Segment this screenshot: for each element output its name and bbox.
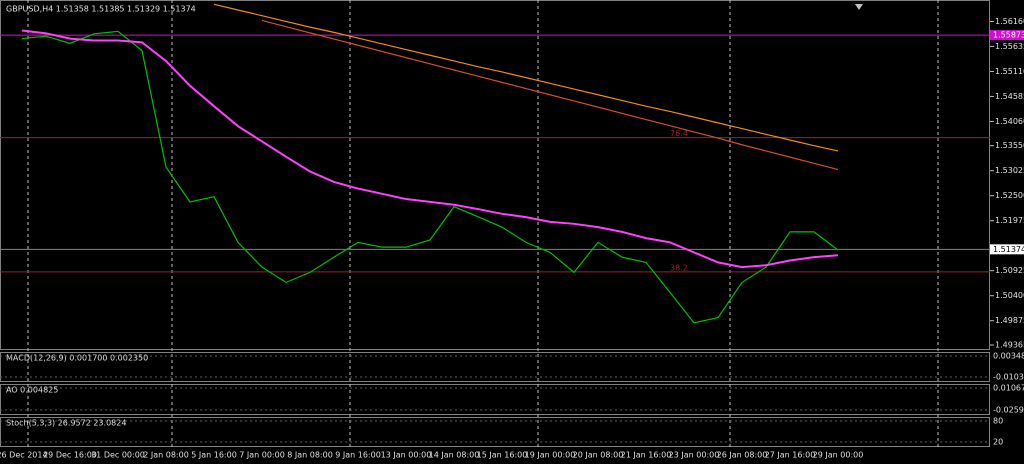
level-label: 38.2 xyxy=(670,263,688,272)
y-tick-label: 1.49365 xyxy=(995,341,1024,350)
indicator-tick: -0.01031 xyxy=(993,373,1024,382)
indicator-tick: 80 xyxy=(993,417,1003,426)
chart-title: GBPUSD,H4 1.51358 1.51385 1.51329 1.5137… xyxy=(6,5,196,14)
x-tick-label: 26 Jan 08:00 xyxy=(717,451,768,460)
y-tick-label: 1.50400 xyxy=(995,291,1024,300)
x-tick-label: 26 Dec 2014 xyxy=(0,451,48,460)
y-tick-label: 1.51975 xyxy=(995,216,1024,225)
indicator-tick: 0.003483 xyxy=(993,352,1024,361)
y-tick-label: 1.54585 xyxy=(995,92,1024,101)
x-tick-label: 5 Jan 16:00 xyxy=(191,451,237,460)
x-tick-label: 2 Jan 08:00 xyxy=(143,451,189,460)
x-tick-label: 15 Jan 16:00 xyxy=(477,451,528,460)
last-price-box xyxy=(990,244,1024,255)
x-tick-label: 14 Jan 08:00 xyxy=(429,451,480,460)
y-tick-label: 1.50925 xyxy=(995,266,1024,275)
menu-arrow[interactable] xyxy=(855,4,863,10)
main-panel xyxy=(0,0,990,350)
x-tick-label: 29 Dec 16:00 xyxy=(43,451,97,460)
x-tick-label: 21 Jan 16:00 xyxy=(621,451,672,460)
indicator-tick: 20 xyxy=(993,438,1003,447)
x-tick-label: 7 Jan 00:00 xyxy=(239,451,285,460)
x-tick-label: 8 Jan 08:00 xyxy=(287,451,333,460)
y-tick-label: 1.55635 xyxy=(995,42,1024,51)
y-tick-label: 1.54060 xyxy=(995,117,1024,126)
x-tick-label: 29 Jan 00:00 xyxy=(813,451,864,460)
stoch-panel xyxy=(0,417,990,447)
separators xyxy=(27,0,939,447)
series-line xyxy=(21,30,839,324)
series-line xyxy=(21,29,839,269)
x-tick-label: 27 Jan 16:00 xyxy=(765,451,816,460)
indicator-tick: -0.02594 xyxy=(993,406,1024,415)
level-box xyxy=(990,30,1024,41)
last-price-label: 1.51374 xyxy=(993,245,1024,254)
indicator-tick: 0.010677 xyxy=(993,384,1024,393)
x-tick-label: 19 Jan 00:00 xyxy=(525,451,576,460)
x-tick-label: 31 Dec 00:00 xyxy=(91,451,145,460)
y-tick-label: 1.53025 xyxy=(995,166,1024,175)
indicator-label: Stoch(5,3,3) 26.9572 23.0824 xyxy=(6,419,126,428)
indicator-label: MACD(12,26,9) 0.001700 0.002350 xyxy=(6,354,148,363)
series-line xyxy=(261,19,839,171)
level-label: 76.4 xyxy=(670,129,688,138)
y-tick-label: 1.55110 xyxy=(995,67,1024,76)
level-value: 1.55873 xyxy=(993,31,1024,40)
y-tick-label: 1.49875 xyxy=(995,316,1024,325)
y-tick-label: 1.52500 xyxy=(995,191,1024,200)
macd-panel xyxy=(0,352,990,382)
x-tick-label: 20 Jan 08:00 xyxy=(573,451,624,460)
y-tick-label: 1.53550 xyxy=(995,141,1024,150)
series-line xyxy=(213,3,839,152)
indicator-label: AO 0.004825 xyxy=(6,386,58,395)
ao-panel xyxy=(0,384,990,415)
x-tick-label: 13 Jan 00:00 xyxy=(381,451,432,460)
x-tick-label: 23 Jan 00:00 xyxy=(669,451,720,460)
x-tick-label: 9 Jan 16:00 xyxy=(335,451,381,460)
y-tick-label: 1.56160 xyxy=(995,17,1024,26)
